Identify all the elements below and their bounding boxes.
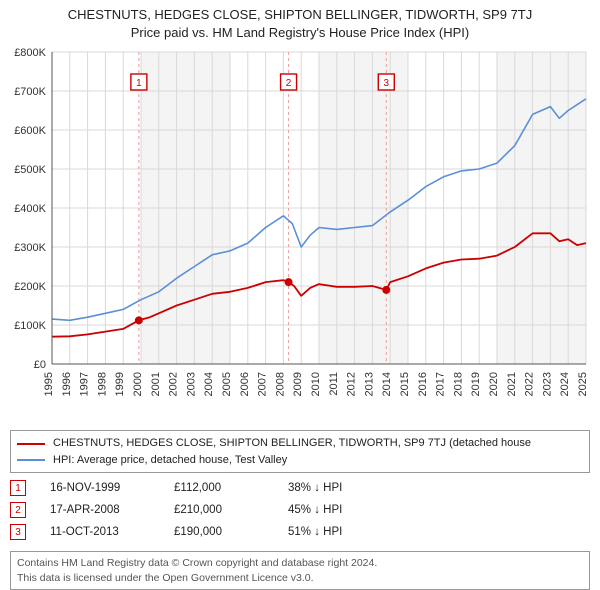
svg-text:£200K: £200K — [14, 281, 46, 293]
sale-row-3: 3 11-OCT-2013 £190,000 51% ↓ HPI — [10, 521, 590, 543]
svg-text:1995: 1995 — [43, 372, 55, 396]
sale-date-1: 16-NOV-1999 — [50, 482, 150, 494]
attribution-line-1: Contains HM Land Registry data © Crown c… — [17, 556, 583, 570]
svg-text:£300K: £300K — [14, 242, 46, 254]
svg-text:2023: 2023 — [541, 372, 553, 396]
svg-text:1996: 1996 — [61, 372, 73, 396]
sale-pct-2: 45% ↓ HPI — [288, 504, 378, 516]
svg-text:3: 3 — [384, 78, 390, 89]
svg-text:2024: 2024 — [559, 372, 571, 396]
svg-text:2019: 2019 — [470, 372, 482, 396]
svg-text:2007: 2007 — [257, 372, 269, 396]
legend-label-property: CHESTNUTS, HEDGES CLOSE, SHIPTON BELLING… — [53, 435, 531, 452]
svg-text:2011: 2011 — [328, 372, 340, 396]
svg-text:£400K: £400K — [14, 203, 46, 215]
line-chart-svg: £0 £100K £200K £300K £400K £500K £600K £700K £80… — [4, 44, 594, 424]
legend-label-hpi: HPI: Average price, detached house, Test… — [53, 452, 287, 469]
sale-price-2: £210,000 — [174, 504, 264, 516]
legend-swatch-hpi — [17, 459, 45, 461]
sale-pct-1: 38% ↓ HPI — [288, 482, 378, 494]
svg-text:2000: 2000 — [132, 372, 144, 396]
svg-text:2016: 2016 — [417, 372, 429, 396]
svg-text:2009: 2009 — [292, 372, 304, 396]
sale-marker-3: 3 — [10, 524, 26, 540]
sale-price-3: £190,000 — [174, 526, 264, 538]
svg-text:2002: 2002 — [168, 372, 180, 396]
svg-text:£800K: £800K — [14, 47, 46, 59]
legend-swatch-property — [17, 443, 45, 445]
chart-area: £0 £100K £200K £300K £400K £500K £600K £700K £80… — [4, 44, 596, 424]
svg-text:2015: 2015 — [399, 372, 411, 396]
attribution-line-2: This data is licensed under the Open Gov… — [17, 571, 583, 585]
legend-row-property: CHESTNUTS, HEDGES CLOSE, SHIPTON BELLING… — [17, 435, 583, 452]
svg-text:£500K: £500K — [14, 164, 46, 176]
sale-marker-2: 2 — [10, 502, 26, 518]
svg-text:2004: 2004 — [203, 372, 215, 396]
legend-row-hpi: HPI: Average price, detached house, Test… — [17, 452, 583, 469]
svg-text:1997: 1997 — [79, 372, 91, 396]
sales-table: 1 16-NOV-1999 £112,000 38% ↓ HPI 2 17-AP… — [10, 477, 590, 543]
chart-container: CHESTNUTS, HEDGES CLOSE, SHIPTON BELLING… — [0, 0, 600, 590]
svg-text:£700K: £700K — [14, 86, 46, 98]
sale-row-1: 1 16-NOV-1999 £112,000 38% ↓ HPI — [10, 477, 590, 499]
svg-text:2017: 2017 — [435, 372, 447, 396]
title-line-2: Price paid vs. HM Land Registry's House … — [4, 24, 596, 42]
svg-text:2006: 2006 — [239, 372, 251, 396]
svg-text:2022: 2022 — [524, 372, 536, 396]
svg-text:1998: 1998 — [96, 372, 108, 396]
svg-text:£0: £0 — [34, 359, 46, 371]
sale-date-2: 17-APR-2008 — [50, 504, 150, 516]
svg-text:2010: 2010 — [310, 372, 322, 396]
sale-row-2: 2 17-APR-2008 £210,000 45% ↓ HPI — [10, 499, 590, 521]
svg-text:2003: 2003 — [185, 372, 197, 396]
svg-text:2005: 2005 — [221, 372, 233, 396]
svg-text:2008: 2008 — [274, 372, 286, 396]
svg-text:2018: 2018 — [452, 372, 464, 396]
svg-text:1: 1 — [136, 78, 142, 89]
sale-pct-3: 51% ↓ HPI — [288, 526, 378, 538]
svg-text:2: 2 — [286, 78, 292, 89]
title-line-1: CHESTNUTS, HEDGES CLOSE, SHIPTON BELLING… — [4, 6, 596, 24]
attribution-box: Contains HM Land Registry data © Crown c… — [10, 551, 590, 589]
sale-price-1: £112,000 — [174, 482, 264, 494]
legend-box: CHESTNUTS, HEDGES CLOSE, SHIPTON BELLING… — [10, 430, 590, 473]
svg-text:2013: 2013 — [363, 372, 375, 396]
sale-date-3: 11-OCT-2013 — [50, 526, 150, 538]
svg-text:2001: 2001 — [150, 372, 162, 396]
svg-text:2020: 2020 — [488, 372, 500, 396]
svg-text:2012: 2012 — [346, 372, 358, 396]
svg-text:£100K: £100K — [14, 320, 46, 332]
svg-text:2025: 2025 — [577, 372, 589, 396]
svg-text:£600K: £600K — [14, 125, 46, 137]
sale-marker-1: 1 — [10, 480, 26, 496]
title-block: CHESTNUTS, HEDGES CLOSE, SHIPTON BELLING… — [0, 0, 600, 44]
svg-text:1999: 1999 — [114, 372, 126, 396]
svg-text:2021: 2021 — [506, 372, 518, 396]
svg-text:2014: 2014 — [381, 372, 393, 396]
